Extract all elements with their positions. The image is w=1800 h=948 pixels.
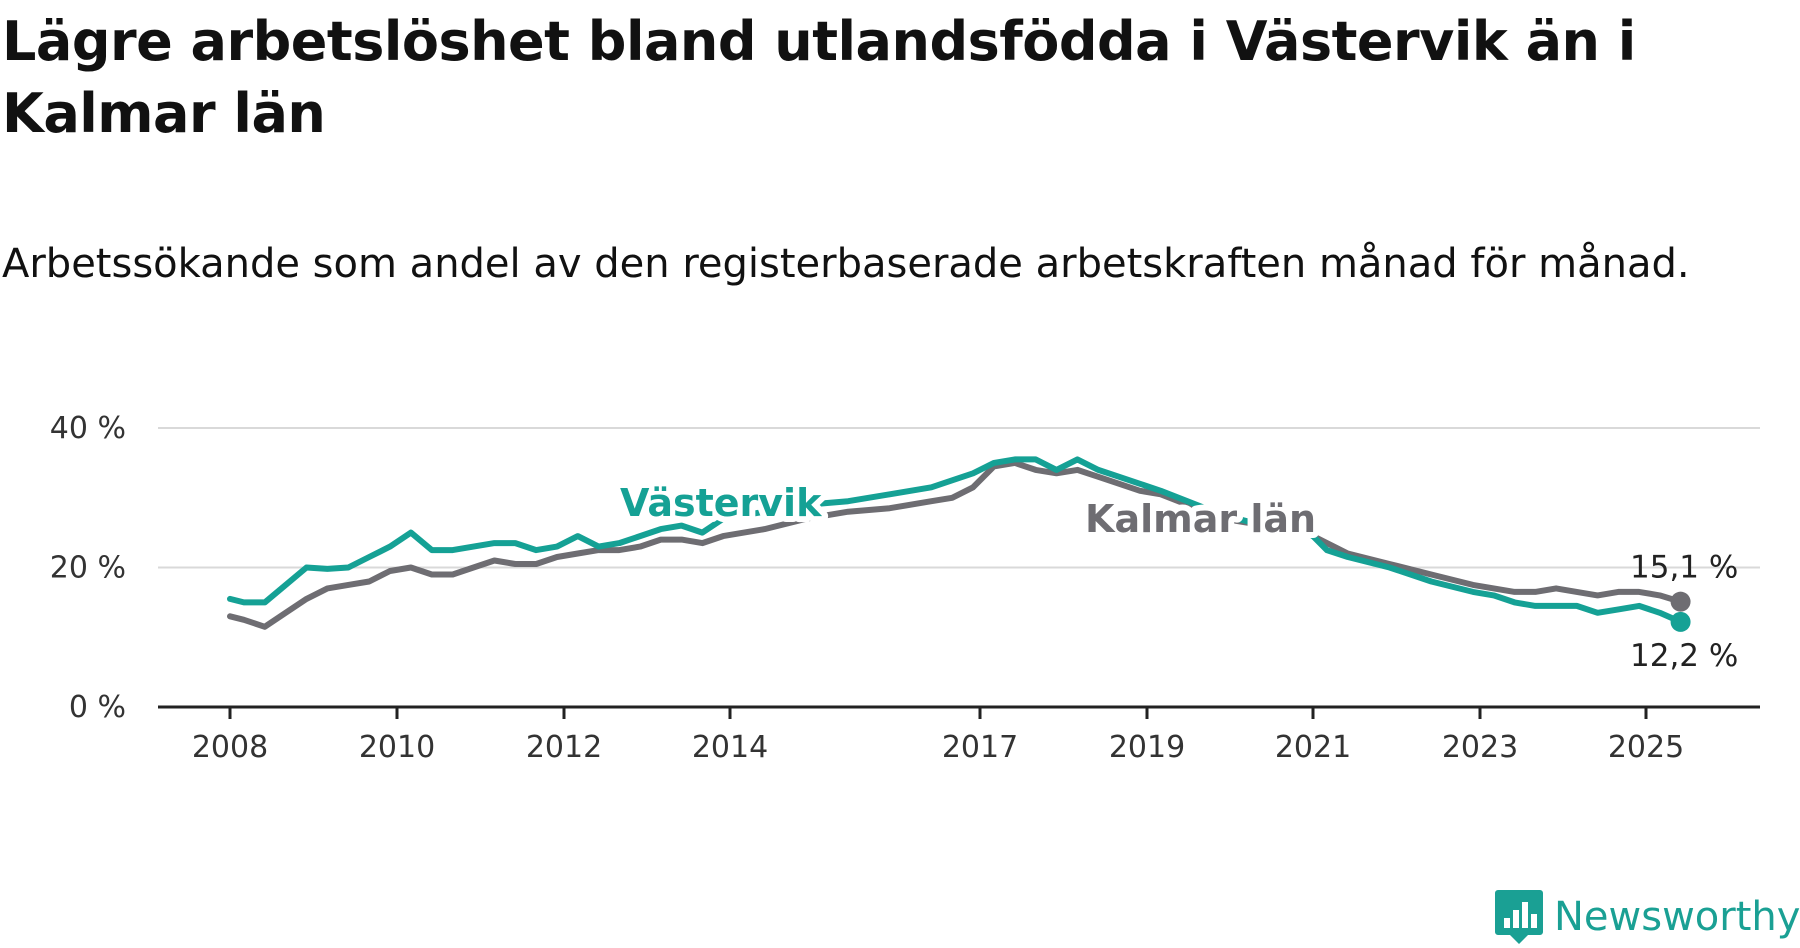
series-line-vastervik: [227, 456, 1684, 625]
y-tick-label: 20 %: [50, 551, 126, 586]
end-marker-vastervik: [1670, 611, 1691, 632]
series-label-halo: Kalmar län: [1085, 497, 1316, 541]
newsworthy-logo: Newsworthy: [1494, 888, 1800, 946]
chart-subtitle: Arbetssökande som andel av den registerb…: [2, 241, 1690, 287]
series-label-vastervik: Västervik: [620, 481, 822, 525]
y-axis-ticks: 40 % 20 % 0 %: [50, 411, 126, 725]
series-line-kalmar-lan: [227, 459, 1684, 630]
x-tick-label: 2021: [1275, 730, 1351, 765]
end-value-vastervik: 12,2 %: [1630, 638, 1738, 674]
end-markers: 12,2 % 15,1 %: [1630, 550, 1738, 674]
series-label-kalmar-lan: Kalmar län: [1085, 497, 1316, 541]
y-tick-label: 0 %: [69, 690, 126, 725]
end-value-kalmar-lan: 15,1 %: [1630, 550, 1738, 586]
chart-bubble-icon: [1495, 890, 1543, 944]
x-tick-label: 2012: [526, 730, 602, 765]
series-lines: [227, 456, 1684, 630]
series-label-halo: Västervik: [620, 481, 822, 525]
chart-title: Lägre arbetslöshet bland utlandsfödda i …: [2, 10, 1636, 145]
x-tick-label: 2025: [1608, 730, 1684, 765]
x-tick-label: 2014: [692, 730, 768, 765]
x-tick-label: 2023: [1442, 730, 1518, 765]
gridlines: [158, 427, 1760, 569]
x-axis: 2008 2010 2012 2014 2017 2019 2021 2023 2025: [158, 705, 1760, 765]
brand-name: Newsworthy: [1554, 894, 1800, 940]
x-tick-label: 2010: [359, 730, 435, 765]
x-tick-label: 2019: [1109, 730, 1185, 765]
x-tick-label: 2017: [942, 730, 1018, 765]
y-tick-label: 40 %: [50, 411, 126, 446]
end-marker-kalmar-lan: [1670, 591, 1691, 612]
x-tick-label: 2008: [192, 730, 268, 765]
